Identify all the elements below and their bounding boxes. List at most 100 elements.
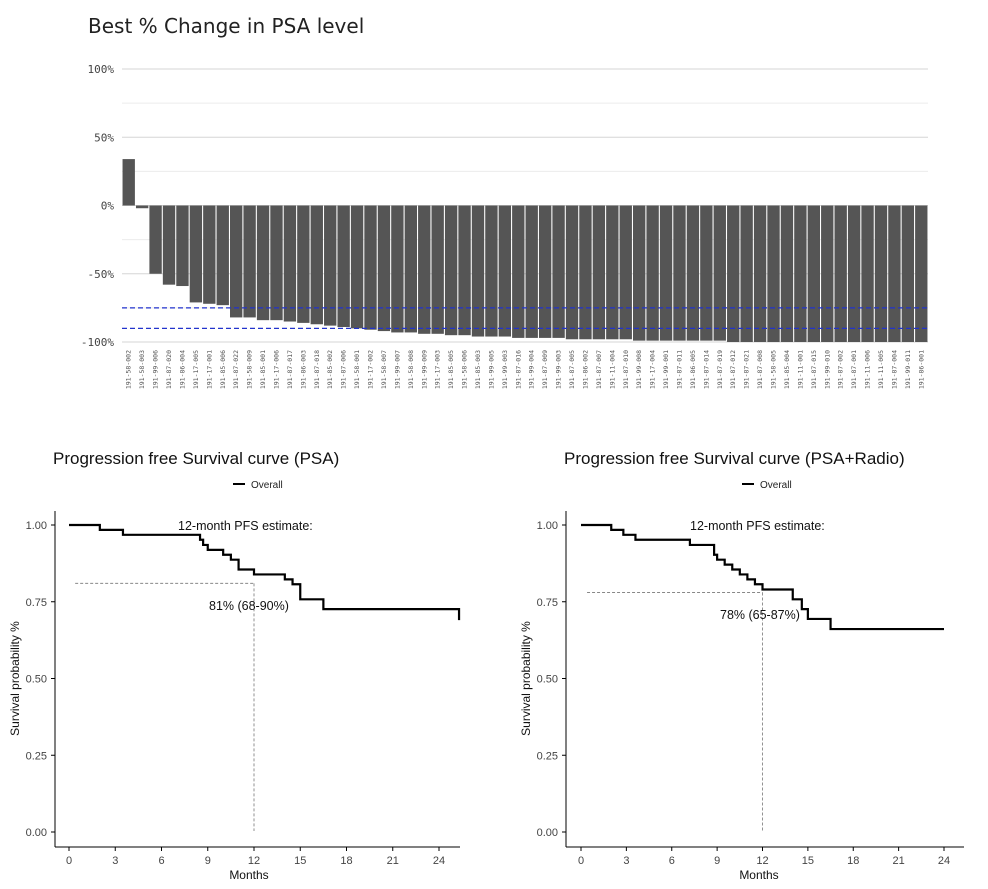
bar [310, 205, 323, 325]
x-tick-label: 6 [158, 855, 164, 867]
bar [538, 205, 552, 338]
x-tick-label: 0 [66, 855, 72, 867]
x-tick-label: 15 [294, 855, 306, 867]
survival-curve [69, 523, 461, 621]
bar [189, 205, 203, 303]
x-tick-label: 3 [112, 855, 118, 867]
annotation-title: 12-month PFS estimate: [690, 519, 825, 533]
x-tick-label: 191-17-003 [434, 350, 442, 389]
km-psa-chart: Overall 0.00 0.25 0.50 0.75 1.00 0 3 6 9 12 15 18 21 2… [8, 480, 461, 882]
x-tick-label: 191-87-006 [340, 350, 348, 389]
x-tick-label: 191-17-006 [272, 350, 280, 389]
bar [592, 205, 606, 340]
bar [659, 205, 673, 341]
bar [565, 205, 579, 340]
bar [807, 205, 820, 342]
x-tick-label: 191-58-003 [138, 350, 146, 389]
bar [377, 205, 391, 332]
bar [834, 205, 847, 342]
x-tick-label: 191-99-009 [420, 350, 428, 389]
psa-change-bar-chart: 100% 50% 0% -50% -100% 191-58-002 191-58-003 19… [81, 63, 928, 389]
x-tick-label: 191-11-006 [864, 350, 872, 389]
annotation-value: 78% (65-87%) [720, 608, 800, 622]
legend-label: Overall [760, 480, 792, 491]
x-tick-label: 191-87-010 [622, 350, 630, 389]
x-tick-label: 191-11-004 [608, 350, 616, 389]
y-tick-label: 0.00 [537, 827, 558, 839]
x-tick-label: 191-99-006 [152, 350, 160, 389]
y-tick-label: -100% [81, 336, 114, 349]
x-tick-label: 191-86-004 [178, 350, 186, 389]
annotation-value: 81% (68-90%) [209, 599, 289, 613]
x-tick-label: 191-99-003 [501, 350, 509, 389]
y-tick-label: 0.50 [26, 674, 47, 686]
bar [230, 205, 243, 318]
x-tick-label: 191-58-002 [125, 350, 133, 389]
bar [700, 205, 713, 341]
x-tick-label: 3 [623, 855, 629, 867]
km-psa-radio-title: Progression free Survival curve (PSA+Rad… [564, 449, 905, 468]
bar [780, 205, 794, 342]
bar [579, 205, 592, 340]
y-tick-label: 50% [94, 131, 114, 144]
x-tick-label: 191-87-011 [675, 350, 683, 389]
x-tick-label: 191-87-021 [743, 350, 751, 389]
x-tick-label: 191-17-004 [649, 350, 657, 389]
x-tick-label: 191-58-009 [246, 350, 254, 389]
bar [364, 205, 377, 330]
x-tick-label: 191-87-007 [595, 350, 603, 389]
x-tick-label: 191-87-002 [837, 350, 845, 389]
x-tick-label: 191-87-004 [890, 350, 898, 389]
x-tick-label: 15 [802, 855, 814, 867]
x-tick-label: 191-99-003 [555, 350, 563, 389]
bar [821, 205, 834, 342]
y-tick-label: 0.00 [26, 827, 47, 839]
bar [216, 205, 229, 306]
x-tick-label: 191-86-001 [917, 350, 925, 389]
bar [794, 205, 807, 342]
y-tick-label: 0% [101, 200, 115, 213]
bar [203, 205, 216, 304]
y-axis-label: Survival probability % [8, 621, 22, 736]
x-tick-label: 191-87-015 [810, 350, 818, 389]
x-tick-label: 191-87-014 [702, 350, 710, 389]
bar [888, 205, 901, 342]
bar-chart-title: Best % Change in PSA level [88, 14, 365, 38]
bar [619, 205, 632, 340]
x-tick-label: 12 [248, 855, 260, 867]
x-tick-label: 191-58-006 [461, 350, 469, 389]
x-tick-label: 191-85-005 [447, 350, 455, 389]
y-tick-label: 0.75 [26, 597, 47, 609]
x-tick-label: 191-99-004 [528, 350, 536, 389]
survival-curve [581, 523, 944, 631]
bar [713, 205, 726, 341]
bar [753, 205, 767, 342]
x-tick-label: 24 [433, 855, 445, 867]
x-tick-label: 191-87-016 [514, 350, 522, 389]
y-tick-label: 0.25 [26, 750, 47, 762]
bar [444, 205, 458, 336]
bar [512, 205, 525, 338]
x-tick-label: 191-87-008 [756, 350, 764, 389]
y-tick-label: 1.00 [537, 520, 558, 532]
bar [418, 205, 431, 334]
x-tick-label: 21 [387, 855, 399, 867]
bar [135, 205, 149, 209]
x-tick-label: 191-85-006 [219, 350, 227, 389]
x-tick-label: 191-87-009 [541, 350, 549, 389]
bar [874, 205, 888, 342]
bar [633, 205, 646, 341]
bar [861, 205, 874, 342]
x-tick-label: 191-87-020 [165, 350, 173, 389]
bar [471, 205, 485, 337]
bar [485, 205, 498, 337]
y-axis-label: Survival probability % [519, 621, 533, 736]
bar [458, 205, 471, 336]
y-tick-label: 0.25 [537, 750, 558, 762]
bar [122, 159, 135, 206]
x-tick-label: 191-11-005 [877, 350, 885, 389]
x-tick-label: 191-58-007 [380, 350, 388, 389]
x-tick-label: 191-86-003 [299, 350, 307, 389]
x-tick-label: 191-99-007 [393, 350, 401, 389]
bar [297, 205, 310, 323]
